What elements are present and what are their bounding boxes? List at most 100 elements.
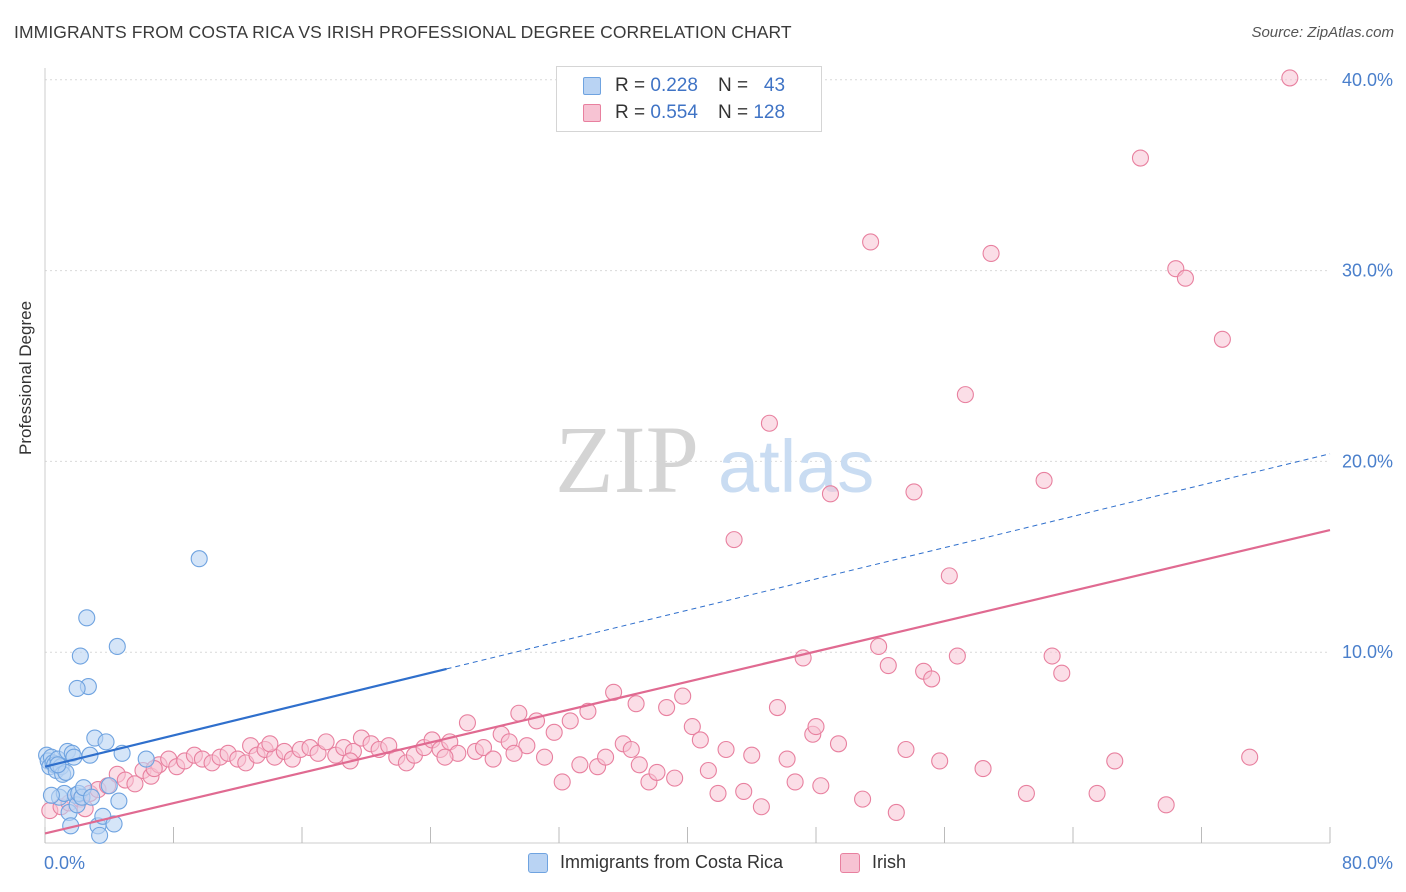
legend-r-value: 0.228	[650, 75, 698, 96]
irish-point-110	[1053, 664, 1071, 682]
costa-rica-point-24	[78, 609, 96, 627]
legend-r-label: R =	[615, 102, 646, 123]
irish-point-116	[1176, 269, 1194, 287]
correlation-legend: R = 0.228 N = 43 R = 0.554 N = 128	[556, 66, 822, 132]
irish-point-112	[1106, 752, 1124, 770]
irish-point-60	[561, 712, 579, 730]
y-tick-label-3: 40.0%	[1342, 70, 1393, 90]
legend-r-label: R =	[615, 75, 646, 96]
axes	[44, 68, 1331, 844]
series-swatch-pink	[840, 852, 860, 873]
irish-point-73	[674, 687, 692, 705]
irish-point-50	[474, 739, 493, 757]
irish-point-83	[760, 414, 778, 432]
irish-point-91	[829, 735, 848, 753]
irish-point-68	[630, 756, 648, 774]
irish-point-57	[535, 748, 554, 766]
watermark-atlas: atlas	[718, 425, 874, 508]
irish-point-81	[743, 746, 761, 764]
costa-rica-point-34	[105, 815, 123, 833]
irish-point-104	[956, 386, 974, 404]
tick-labels: 10.0% 20.0% 30.0% 40.0% 0.0% 80.0%	[44, 70, 1393, 873]
costa-rica-point-38	[137, 750, 155, 768]
irish-point-9	[126, 775, 144, 793]
irish-point-77	[709, 784, 727, 802]
costa-rica-point-17	[65, 748, 83, 766]
costa-rica-point-36	[110, 792, 128, 810]
y-tick-label-1: 20.0%	[1342, 451, 1393, 471]
watermark-zip: ZIP	[555, 406, 699, 513]
costa-rica-point-32	[97, 733, 115, 751]
y-tick-label-2: 30.0%	[1342, 261, 1393, 281]
irish-point-103	[948, 647, 966, 665]
irish-point-118	[1281, 69, 1299, 87]
irish-point-98	[905, 483, 923, 501]
chart-title: IMMIGRANTS FROM COSTA RICA VS IRISH PROF…	[14, 22, 792, 42]
irish-point-85	[778, 750, 796, 768]
irish-point-51	[484, 750, 502, 768]
costa-rica-point-40	[42, 786, 60, 804]
irish-point-84	[768, 698, 787, 717]
costa-rica-trend-solid	[44, 667, 447, 768]
legend-n-label: N =	[717, 102, 749, 123]
irish-point-111	[1088, 784, 1106, 802]
irish-point-109	[1043, 647, 1061, 665]
legend-r-value: 0.554	[650, 102, 698, 123]
irish-point-95	[879, 657, 897, 675]
legend-swatch-pink	[583, 104, 601, 122]
costa-rica-point-21	[71, 647, 89, 665]
irish-point-114	[1157, 796, 1175, 814]
series-legend-label: Immigrants from Costa Rica	[560, 852, 784, 872]
irish-point-127	[807, 718, 825, 736]
irish-point-106	[982, 244, 1000, 262]
legend-n-label: N =	[717, 75, 749, 96]
irish-point-55	[518, 737, 536, 755]
irish-point-89	[812, 777, 830, 795]
irish-point-86	[786, 773, 804, 791]
irish-point-70	[648, 763, 666, 781]
irish-point-90	[821, 485, 840, 503]
costa-rica-point-41	[68, 679, 86, 698]
costa-rica-point-30	[91, 826, 109, 844]
trend-lines	[44, 453, 1331, 835]
irish-point-79	[725, 531, 743, 549]
y-tick-label-0: 10.0%	[1342, 642, 1393, 662]
series-legend-irish: Irish	[840, 852, 906, 873]
source-label: Source: ZipAtlas.com	[1251, 24, 1394, 41]
irish-point-82	[752, 798, 770, 816]
irish-point-122	[261, 735, 279, 753]
irish-point-107	[1017, 784, 1035, 802]
irish-point-61	[571, 756, 589, 774]
grid-lines	[45, 79, 1330, 653]
irish-point-94	[870, 637, 888, 656]
irish-point-74	[683, 718, 701, 736]
irish-point-125	[505, 744, 523, 762]
irish-trend-line	[44, 529, 1331, 835]
legend-row-irish: R = 0.554 N = 128	[583, 100, 785, 126]
series-legend-costa-rica: Immigrants from Costa Rica	[528, 852, 783, 873]
irish-point-117	[1213, 330, 1231, 348]
irish-point-48	[458, 714, 476, 732]
legend-row-costa-rica: R = 0.228 N = 43	[583, 73, 785, 99]
costa-rica-point-33	[100, 777, 118, 795]
irish-point-97	[897, 740, 915, 759]
irish-point-76	[699, 761, 717, 780]
irish-point-92	[854, 790, 872, 808]
costa-rica-point-27	[83, 788, 101, 806]
irish-point-64	[597, 748, 615, 766]
irish-point-124	[436, 748, 454, 766]
irish-point-75	[691, 731, 709, 749]
irish-point-119	[1241, 748, 1259, 766]
irish-point-32	[317, 733, 335, 751]
legend-n-value: 43	[763, 75, 786, 96]
irish-point-80	[735, 782, 753, 801]
x-tick-label-1: 80.0%	[1342, 853, 1393, 873]
irish-point-126	[627, 695, 645, 713]
irish-point-100	[923, 670, 941, 688]
costa-rica-trend-dashed	[446, 453, 1331, 670]
irish-point-72	[666, 769, 684, 787]
legend-swatch-blue	[583, 77, 601, 95]
costa-rica-point-39	[190, 550, 208, 568]
irish-point-93	[862, 233, 880, 251]
